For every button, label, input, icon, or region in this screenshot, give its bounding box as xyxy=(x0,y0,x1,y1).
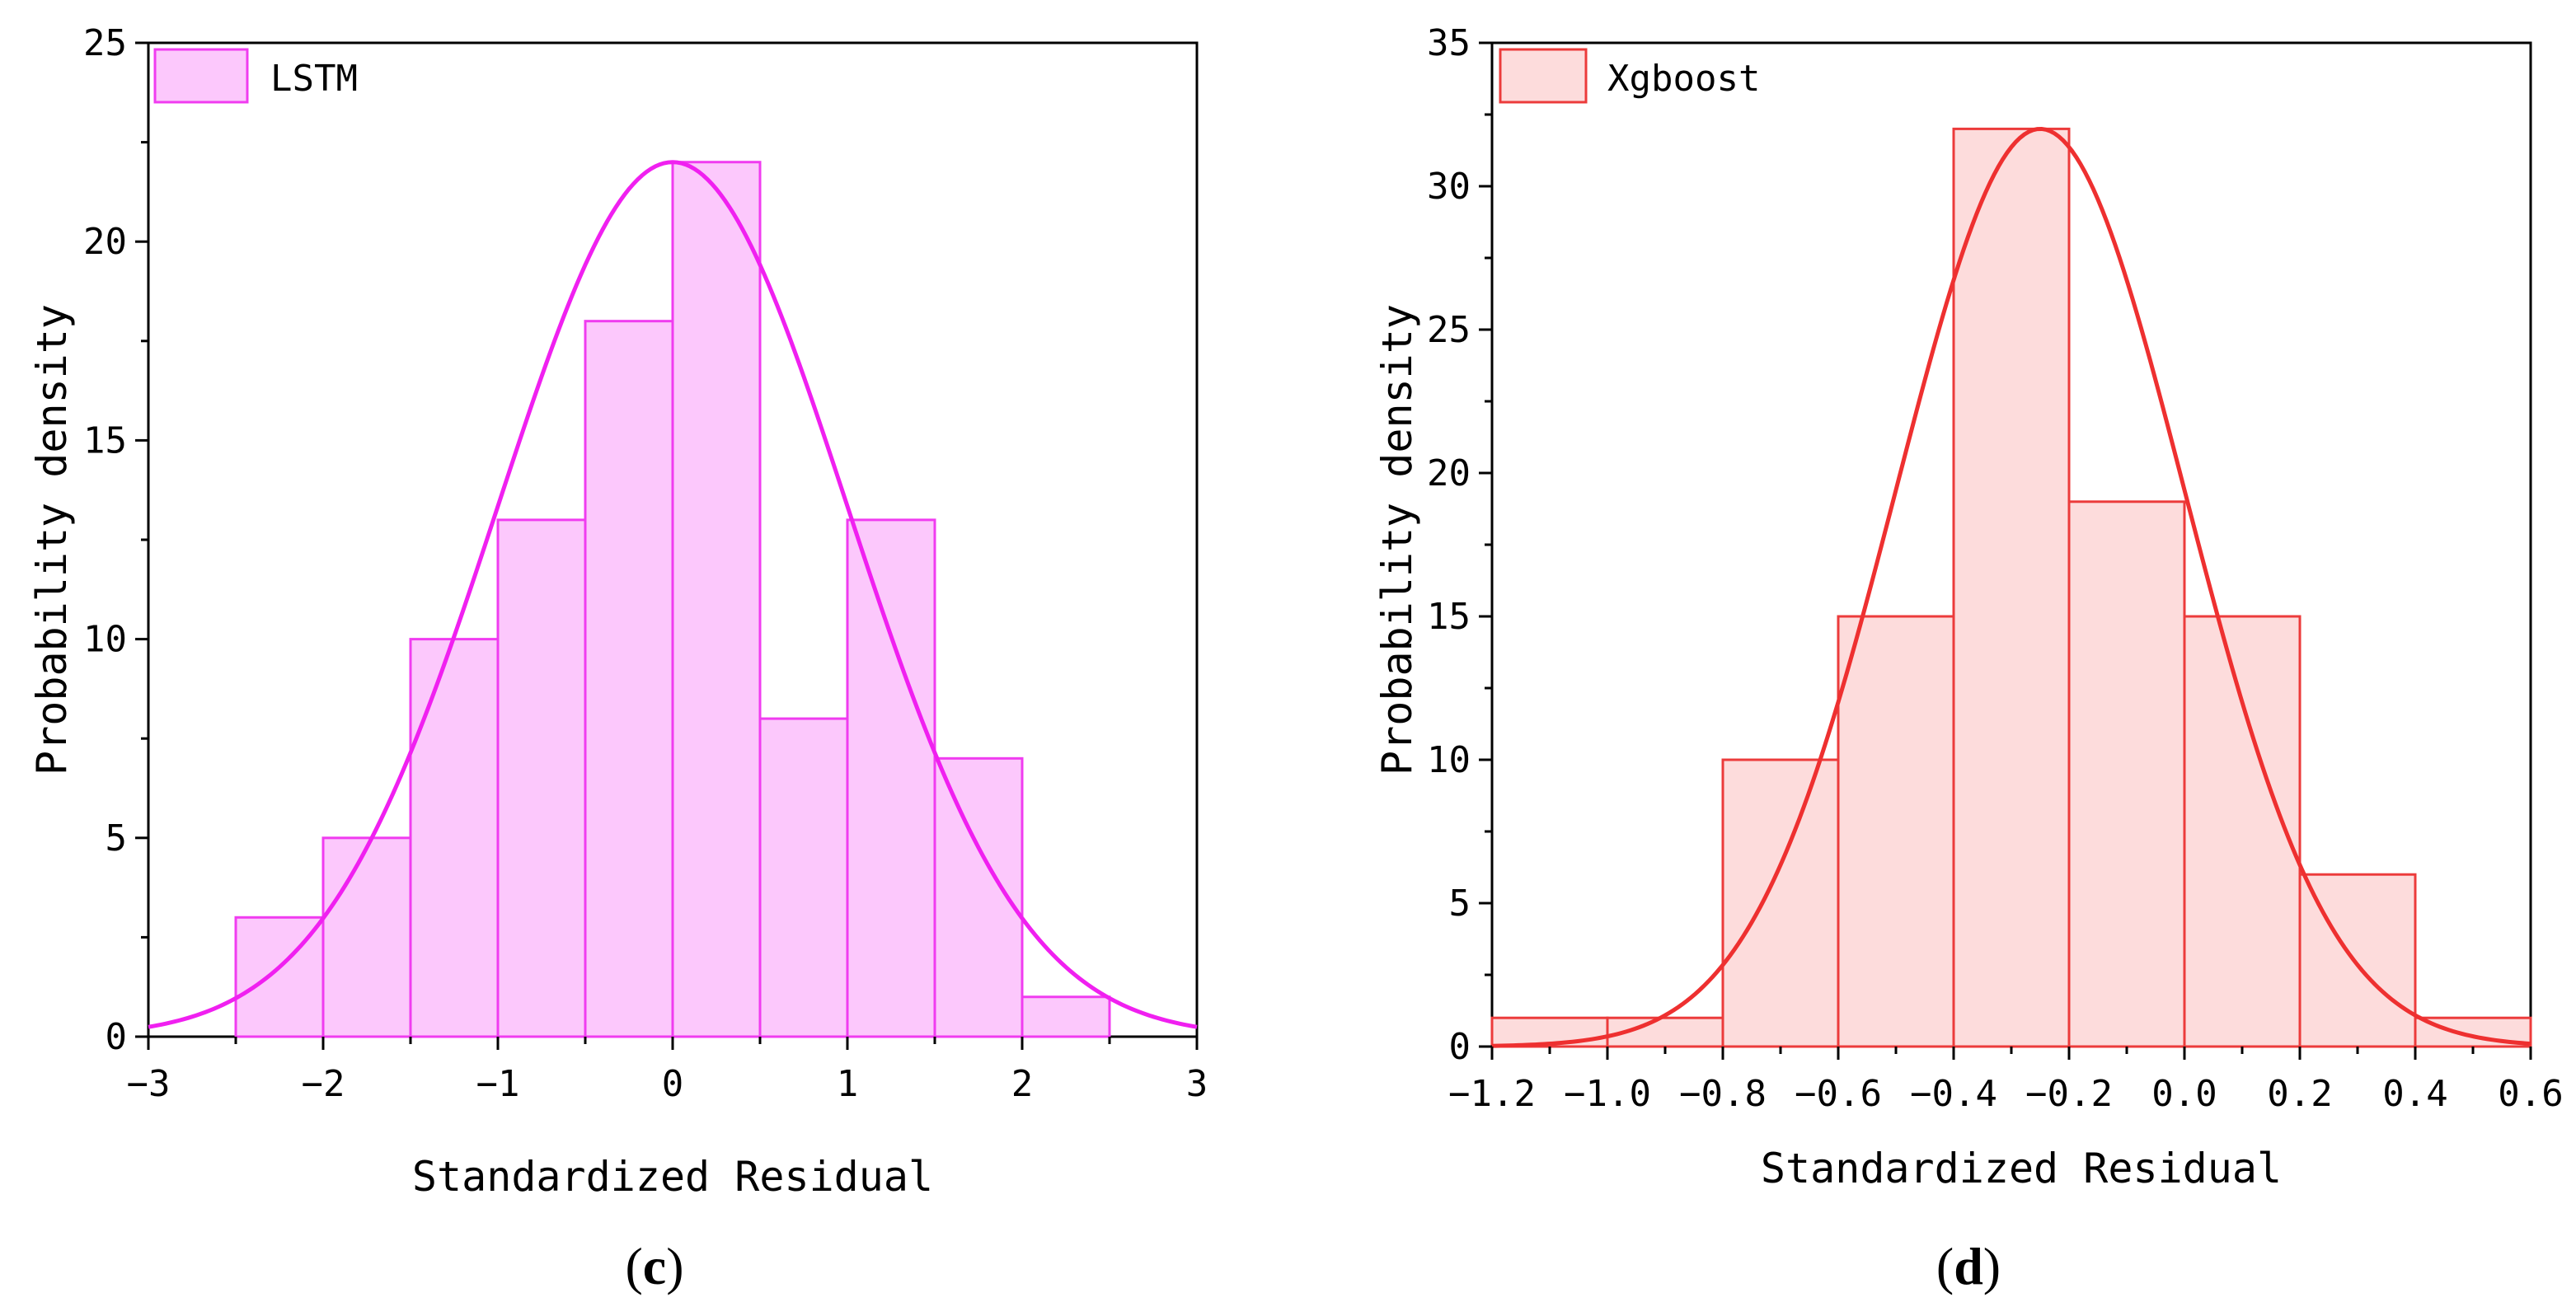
xgboost-y-tick-label: 15 xyxy=(1427,596,1471,638)
lstm-bars xyxy=(234,161,1111,1038)
xgboost-x-tick-label: −0.2 xyxy=(2025,1073,2113,1115)
xgboost-bar-6 xyxy=(2183,615,2302,1048)
lstm-bar-4 xyxy=(584,320,674,1038)
lstm-y-tick-label: 15 xyxy=(83,419,127,461)
xgboost-y-tick-label: 0 xyxy=(1449,1026,1471,1068)
panel-label-c: (c) xyxy=(625,1237,683,1295)
lstm-bar-2 xyxy=(409,638,500,1038)
xgboost-x-tick-label: −1.0 xyxy=(1564,1073,1651,1115)
xgboost-y-ticks: 0 5 10 15 20 25 30 35 xyxy=(1427,22,1492,1068)
xgboost-bar-2 xyxy=(1721,758,1840,1048)
lstm-x-tick-label: −3 xyxy=(127,1063,171,1105)
lstm-x-tick-label: 1 xyxy=(837,1063,859,1105)
xgboost-bar-4 xyxy=(1952,127,2071,1048)
lstm-bar-3 xyxy=(496,518,587,1038)
xgboost-legend: Xgboost xyxy=(1499,48,1760,104)
lstm-bar-9 xyxy=(1021,995,1111,1038)
lstm-legend-swatch xyxy=(153,48,249,104)
xgboost-x-tick-label: 0.4 xyxy=(2382,1073,2447,1115)
lstm-x-tick-label: −2 xyxy=(302,1063,345,1105)
xgboost-legend-label: Xgboost xyxy=(1607,58,1760,100)
lstm-legend: LSTM xyxy=(153,48,358,104)
xgboost-normal-fit-curve xyxy=(1491,126,2531,1048)
xgboost-y-tick-label: 10 xyxy=(1427,739,1471,781)
panel-label-d-letter: d xyxy=(1954,1237,1983,1295)
lstm-x-ticks: −3 −2 −1 0 1 2 3 xyxy=(127,1037,1208,1105)
xgboost-y-tick-label: 30 xyxy=(1427,166,1471,208)
lstm-y-tick-label: 20 xyxy=(83,221,127,263)
xgboost-x-ticks: −1.2 −1.0 −0.8 −0.6 −0.4 −0.2 0.0 0.2 0.4 0.6 xyxy=(1448,1047,2564,1115)
lstm-legend-label: LSTM xyxy=(270,58,358,100)
lstm-y-ticks: 0 5 10 15 20 25 xyxy=(83,22,148,1058)
xgboost-x-tick-label: −1.2 xyxy=(1448,1073,1536,1115)
lstm-x-tick-label: 0 xyxy=(662,1063,684,1105)
xgboost-y-tick-label: 5 xyxy=(1449,883,1471,925)
lstm-x-tick-label: 2 xyxy=(1011,1063,1034,1105)
lstm-bar-6 xyxy=(758,717,849,1038)
xgboost-x-axis-title: Standardized Residual xyxy=(1761,1145,2282,1192)
xgboost-legend-swatch xyxy=(1499,48,1588,104)
xgboost-x-tick-label: 0.0 xyxy=(2151,1073,2217,1115)
xgboost-y-axis-title: Probability density xyxy=(1373,304,1421,775)
lstm-y-axis-title: Probability density xyxy=(28,304,76,775)
xgboost-y-tick-label: 20 xyxy=(1427,452,1471,494)
lstm-histogram-panel: 0 5 10 15 20 25 −3 −2 −1 0 1 2 3 LSTM Standardized … xyxy=(28,22,1208,1295)
xgboost-x-tick-label: −0.6 xyxy=(1795,1073,1882,1115)
xgboost-x-tick-label: −0.8 xyxy=(1679,1073,1767,1115)
xgboost-x-tick-label: −0.4 xyxy=(1910,1073,1997,1115)
xgboost-x-tick-label: 0.6 xyxy=(2498,1073,2563,1115)
xgboost-y-tick-label: 35 xyxy=(1427,22,1471,64)
xgboost-y-tick-label: 25 xyxy=(1427,309,1471,351)
lstm-bar-7 xyxy=(846,518,936,1038)
lstm-y-tick-label: 10 xyxy=(83,619,127,661)
lstm-normal-fit-curve xyxy=(148,160,1198,1029)
lstm-bar-1 xyxy=(321,836,412,1038)
panel-label-c-letter: c xyxy=(643,1237,666,1295)
lstm-x-tick-label: −1 xyxy=(476,1063,520,1105)
xgboost-bar-5 xyxy=(2067,500,2186,1048)
xgboost-x-tick-label: 0.2 xyxy=(2267,1073,2332,1115)
xgboost-bar-3 xyxy=(1837,615,1955,1048)
lstm-x-tick-label: 3 xyxy=(1186,1063,1208,1105)
lstm-bar-5 xyxy=(671,161,762,1038)
xgboost-histogram-panel: 0 5 10 15 20 25 30 35 −1.2 −1.0 −0.8 −0.6 −0.4 −0.2 0… xyxy=(1373,22,2564,1295)
lstm-y-tick-label: 5 xyxy=(106,817,128,859)
panel-label-d: (d) xyxy=(1936,1237,2001,1295)
lstm-x-axis-title: Standardized Residual xyxy=(412,1153,933,1201)
lstm-y-tick-label: 25 xyxy=(83,22,127,64)
lstm-y-tick-label: 0 xyxy=(106,1016,128,1058)
